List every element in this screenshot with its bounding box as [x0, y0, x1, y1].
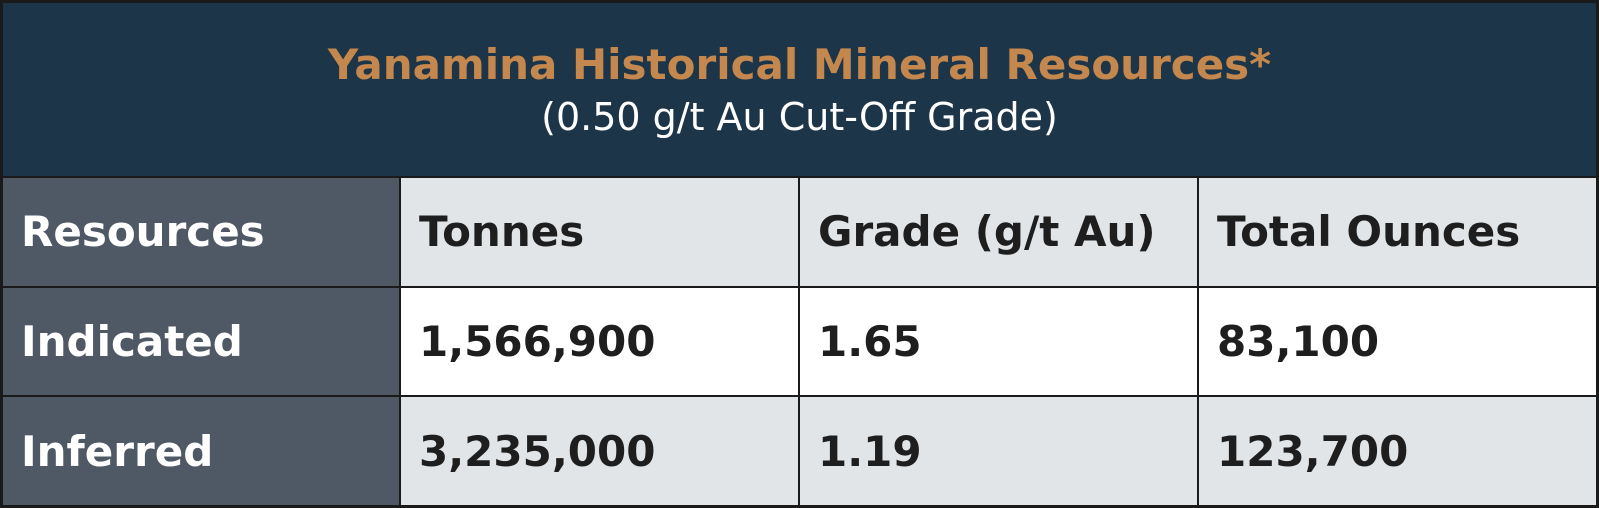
subtitle: (0.50 g/t Au Cut-Off Grade) — [541, 95, 1058, 139]
column-header: Grade (g/t Au) — [800, 178, 1197, 286]
table-cell: 123,700 — [1199, 397, 1596, 505]
table-cell: 1,566,900 — [401, 287, 798, 396]
table-cell: 83,100 — [1199, 287, 1596, 396]
row-header: Indicated — [3, 287, 399, 396]
header: Yanamina Historical Mineral Resources* (… — [3, 3, 1596, 176]
table-cell: 3,235,000 — [401, 397, 798, 505]
column-header: Total Ounces — [1199, 178, 1596, 286]
column-header: Resources — [3, 178, 399, 286]
title: Yanamina Historical Mineral Resources* — [327, 40, 1272, 89]
table-cell: 1.19 — [800, 397, 1197, 505]
table: Resources Tonnes Grade (g/t Au) Total Ounce… — [3, 178, 1596, 505]
row-header: Inferred — [3, 397, 399, 505]
table-cell: 1.65 — [800, 287, 1197, 396]
column-header: Tonnes — [401, 178, 798, 286]
